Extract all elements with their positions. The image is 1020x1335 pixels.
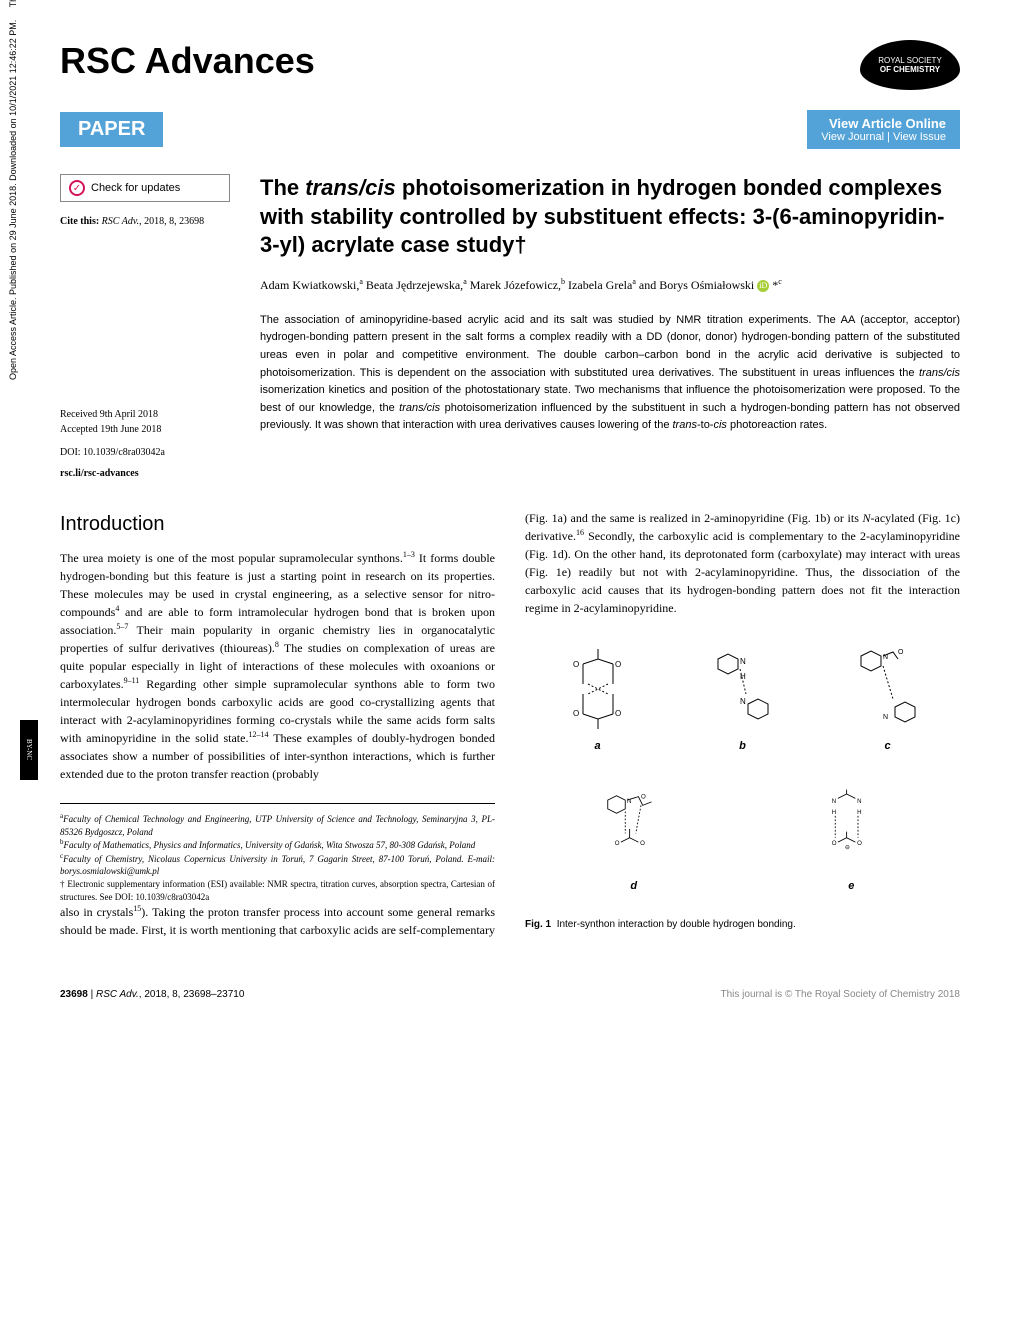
svg-text:O: O [641, 793, 646, 800]
svg-text:N: N [857, 798, 861, 805]
svg-text:⊖: ⊖ [845, 844, 850, 851]
check-updates-button[interactable]: ✓ Check for updates [60, 174, 230, 202]
svg-text:N: N [740, 697, 746, 706]
body-paragraph: The urea moiety is one of the most popul… [60, 549, 495, 783]
license-text: This article is licensed under a Creativ… [8, 0, 18, 7]
journal-title: RSC Advances [60, 40, 315, 82]
received-date: Received 9th April 2018 [60, 407, 230, 422]
authors: Adam Kwiatkowski,a Beata Jędrzejewska,a … [260, 276, 960, 294]
fig-label-e: e [848, 878, 854, 895]
figure-caption: Fig. 1 Inter-synthon interaction by doub… [525, 917, 960, 932]
svg-text:N: N [740, 657, 746, 666]
svg-text:O: O [573, 660, 579, 669]
svg-text:O: O [615, 709, 621, 718]
section-heading: Introduction [60, 509, 495, 539]
svg-text:N: N [883, 714, 888, 721]
doi: DOI: 10.1039/c8ra03042a [60, 447, 230, 458]
footer: 23698 | RSC Adv., 2018, 8, 23698–23710 T… [0, 969, 1020, 1020]
fig-label-b: b [739, 738, 746, 755]
svg-text:O: O [832, 840, 837, 847]
fig-label-c: c [884, 738, 890, 755]
banner: PAPER View Article Online View Journal |… [60, 110, 960, 149]
access-text: Open Access Article. Published on 29 Jun… [8, 20, 18, 380]
view-article-link[interactable]: View Article Online [821, 116, 946, 131]
body: Introduction The urea moiety is one of t… [60, 509, 960, 939]
publisher-logo: ROYAL SOCIETY OF CHEMISTRY [860, 40, 960, 90]
crossmark-icon: ✓ [69, 180, 85, 196]
svg-text:H: H [857, 809, 861, 816]
svg-text:O: O [615, 660, 621, 669]
affiliation-b: Faculty of Mathematics, Physics and Info… [64, 840, 476, 850]
svg-text:H: H [832, 809, 836, 816]
view-journal-link[interactable]: View Journal | View Issue [821, 131, 946, 143]
affiliation-c: Faculty of Chemistry, Nicolaus Copernicu… [60, 854, 495, 877]
view-links[interactable]: View Article Online View Journal | View … [807, 110, 960, 149]
dates: Received 9th April 2018 Accepted 19th Ju… [60, 407, 230, 437]
figure-image: O O O O a N [525, 629, 960, 909]
footer-copyright: This journal is © The Royal Society of C… [720, 989, 960, 1000]
accepted-date: Accepted 19th June 2018 [60, 422, 230, 437]
affiliation-a: Faculty of Chemical Technology and Engin… [60, 814, 495, 837]
abstract: The association of aminopyridine-based a… [260, 312, 960, 435]
svg-text:O: O [857, 840, 862, 847]
cc-badge: BY-NC [20, 720, 38, 780]
article-type-badge: PAPER [60, 112, 163, 147]
esi-note: † Electronic supplementary information (… [60, 879, 495, 902]
svg-text:O: O [573, 709, 579, 718]
fig-label-a: a [594, 738, 600, 755]
sidebar-meta: ✓ Check for updates Cite this: RSC Adv.,… [60, 174, 230, 479]
header: RSC Advances ROYAL SOCIETY OF CHEMISTRY [60, 40, 960, 90]
svg-text:N: N [832, 798, 836, 805]
affiliations: aFaculty of Chemical Technology and Engi… [60, 803, 495, 903]
article-title: The trans/cis photoisomerization in hydr… [260, 174, 960, 260]
svg-text:O: O [898, 649, 904, 656]
license-sidebar: Open Access Article. Published on 29 Jun… [8, 0, 18, 380]
footer-citation: 23698 | RSC Adv., 2018, 8, 23698–23710 [60, 989, 244, 1000]
citation-info: Cite this: RSC Adv., 2018, 8, 23698 [60, 216, 230, 227]
journal-link[interactable]: rsc.li/rsc-advances [60, 468, 230, 479]
check-updates-label: Check for updates [91, 182, 180, 194]
svg-text:O: O [615, 840, 620, 847]
fig-label-d: d [630, 878, 637, 895]
figure-1: O O O O a N [525, 629, 960, 932]
svg-text:O: O [640, 840, 645, 847]
